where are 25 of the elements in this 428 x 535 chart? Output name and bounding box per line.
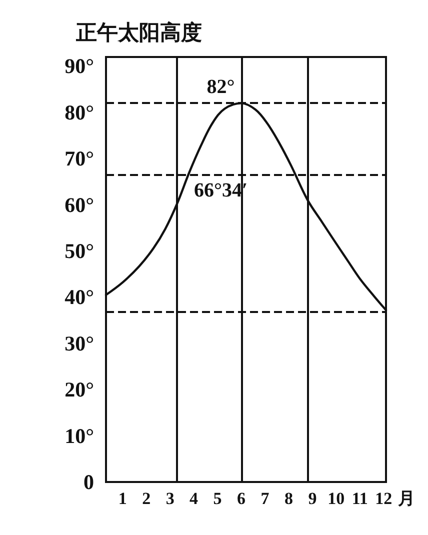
- y-tick-label: 70°: [64, 146, 94, 171]
- y-tick-label: 60°: [64, 192, 94, 217]
- x-tick-label: 8: [284, 489, 293, 508]
- x-tick-label: 5: [213, 489, 222, 508]
- y-tick-label: 30°: [64, 331, 94, 356]
- x-tick-label: 11: [352, 489, 368, 508]
- x-tick-label: 9: [308, 489, 317, 508]
- ref-line-label: 82°: [206, 76, 235, 98]
- x-tick-label: 4: [190, 489, 199, 508]
- x-tick-label: 7: [260, 489, 270, 508]
- y-tick-label: 0: [84, 470, 94, 494]
- x-tick-label: 2: [142, 489, 151, 508]
- x-tick-label: 6: [237, 489, 246, 508]
- y-axis-title: 正午太阳高度: [75, 20, 202, 44]
- y-tick-label: 20°: [64, 378, 94, 402]
- y-tick-label: 90°: [64, 54, 94, 78]
- x-tick-label: 10: [328, 489, 345, 508]
- y-tick-label: 80°: [64, 100, 94, 124]
- y-tick-label: 50°: [64, 239, 94, 264]
- y-tick-label: 10°: [64, 424, 94, 448]
- x-tick-label: 1: [118, 489, 127, 508]
- x-tick-label: 3: [166, 489, 174, 508]
- y-tick-label: 40°: [64, 285, 94, 310]
- x-tick-label: 12: [375, 489, 392, 508]
- x-axis-title: 月: [397, 489, 416, 508]
